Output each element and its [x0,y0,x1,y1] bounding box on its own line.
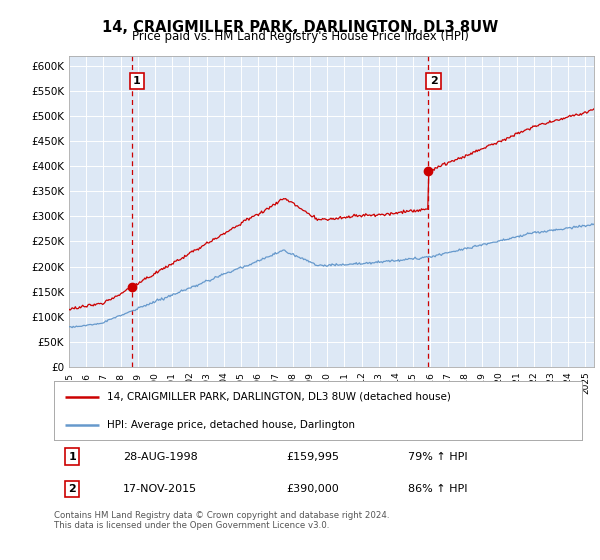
Text: Contains HM Land Registry data © Crown copyright and database right 2024.
This d: Contains HM Land Registry data © Crown c… [54,511,389,530]
Text: £390,000: £390,000 [286,484,339,494]
Text: HPI: Average price, detached house, Darlington: HPI: Average price, detached house, Darl… [107,420,355,430]
Text: 1: 1 [133,76,141,86]
Text: 17-NOV-2015: 17-NOV-2015 [122,484,197,494]
Text: Price paid vs. HM Land Registry's House Price Index (HPI): Price paid vs. HM Land Registry's House … [131,30,469,43]
Text: 1: 1 [68,451,76,461]
Text: 79% ↑ HPI: 79% ↑ HPI [408,451,467,461]
Text: 2: 2 [430,76,437,86]
Text: 86% ↑ HPI: 86% ↑ HPI [408,484,467,494]
Text: £159,995: £159,995 [286,451,340,461]
Text: 14, CRAIGMILLER PARK, DARLINGTON, DL3 8UW: 14, CRAIGMILLER PARK, DARLINGTON, DL3 8U… [102,20,498,35]
Text: 2: 2 [68,484,76,494]
Text: 28-AUG-1998: 28-AUG-1998 [122,451,197,461]
Text: 14, CRAIGMILLER PARK, DARLINGTON, DL3 8UW (detached house): 14, CRAIGMILLER PARK, DARLINGTON, DL3 8U… [107,391,451,402]
